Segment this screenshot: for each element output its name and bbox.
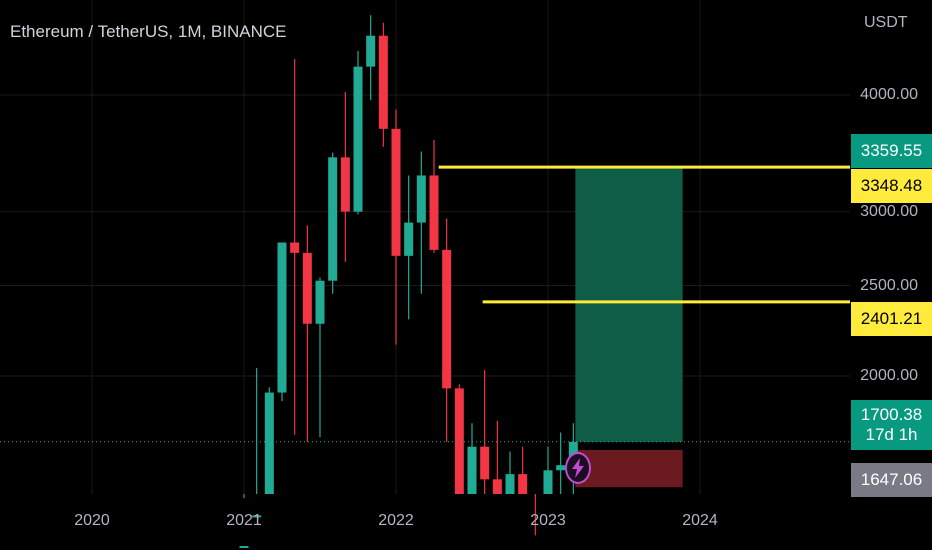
candle-body <box>264 392 274 494</box>
candle-body <box>353 66 363 212</box>
candle-2022-11 <box>518 446 528 494</box>
y-tick-label: 2500.00 <box>860 276 918 294</box>
current-price-tag: 1700.38 17d 1h <box>851 400 932 450</box>
candle-2022-10 <box>505 451 515 494</box>
y-tick-label: 3000.00 <box>860 202 918 220</box>
candle-body <box>518 474 528 494</box>
target-zone <box>575 167 683 442</box>
candle-2021-12 <box>378 22 388 147</box>
candle-2021-02 <box>252 367 262 518</box>
lightning-icon[interactable] <box>565 452 591 484</box>
horizontal-levels <box>0 165 850 443</box>
stop-zone <box>575 449 683 488</box>
x-tick-label: 2021 <box>226 512 262 529</box>
candle-body <box>302 252 312 324</box>
candle-body <box>543 470 553 494</box>
candle-2021-10 <box>353 50 363 215</box>
candle-body <box>340 157 350 212</box>
candle-body <box>252 515 262 518</box>
candle-body <box>480 446 490 480</box>
candle-2021-06 <box>302 225 312 442</box>
candle-body <box>277 242 287 393</box>
price-unit-label: USDT <box>864 14 908 31</box>
candle-2021-03 <box>264 387 274 494</box>
symbol-title[interactable]: Ethereum / TetherUS, 1M, BINANCE <box>10 22 287 41</box>
candle-body <box>556 465 566 471</box>
candle-countdown: 17d 1h <box>865 425 918 444</box>
candle-body <box>454 388 464 494</box>
candle-2022-08 <box>480 369 490 494</box>
target-price-tag[interactable]: 3348.48 <box>851 169 932 203</box>
candle-body <box>315 280 325 324</box>
x-tick-label: 2024 <box>682 512 718 529</box>
high-price-tag: 3359.55 <box>851 134 932 168</box>
candle-body <box>492 479 502 494</box>
mid-level-price-tag[interactable]: 2401.21 <box>851 302 932 336</box>
candle-2022-02 <box>404 175 414 320</box>
candle-2021-04 <box>277 242 287 402</box>
x-tick-label: 2023 <box>530 512 566 529</box>
candles <box>239 15 578 548</box>
candle-body <box>416 175 426 223</box>
candle-2022-07 <box>467 423 477 494</box>
candle-2021-01 <box>239 494 249 548</box>
candle-2023-02 <box>556 432 566 494</box>
candle-2022-12 <box>534 494 536 536</box>
candle-body <box>239 545 249 548</box>
position-zones <box>575 167 683 488</box>
x-tick-label: 2020 <box>74 512 110 529</box>
candle-2022-01 <box>391 109 401 345</box>
candle-body <box>429 175 439 250</box>
candle-body <box>290 242 300 253</box>
candle-2021-07 <box>315 277 325 438</box>
candle-2022-04 <box>429 139 439 253</box>
candle-body <box>328 157 338 281</box>
candle-2021-11 <box>366 15 376 101</box>
y-tick-label: 2000.00 <box>860 367 918 384</box>
candle-body <box>366 35 376 67</box>
candle-2022-06 <box>454 384 464 494</box>
y-tick-label: 4000.00 <box>860 86 918 103</box>
candle-body <box>404 222 414 256</box>
candle-2021-09 <box>340 91 350 262</box>
candle-body <box>391 128 401 256</box>
candle-2023-01 <box>543 446 553 494</box>
candle-2021-05 <box>290 59 300 435</box>
x-tick-label: 2022 <box>378 512 414 529</box>
candle-2022-03 <box>416 151 426 294</box>
candle-body <box>442 249 452 389</box>
candle-2022-09 <box>492 420 502 494</box>
candle-body <box>378 35 388 129</box>
candle-body <box>467 446 477 494</box>
current-price-value: 1700.38 <box>860 405 923 424</box>
candle-2021-08 <box>328 152 338 294</box>
candle-2022-05 <box>442 218 452 442</box>
candle-body <box>505 474 515 494</box>
low-price-tag: 1647.06 <box>851 463 932 497</box>
chart-grid <box>0 0 850 494</box>
